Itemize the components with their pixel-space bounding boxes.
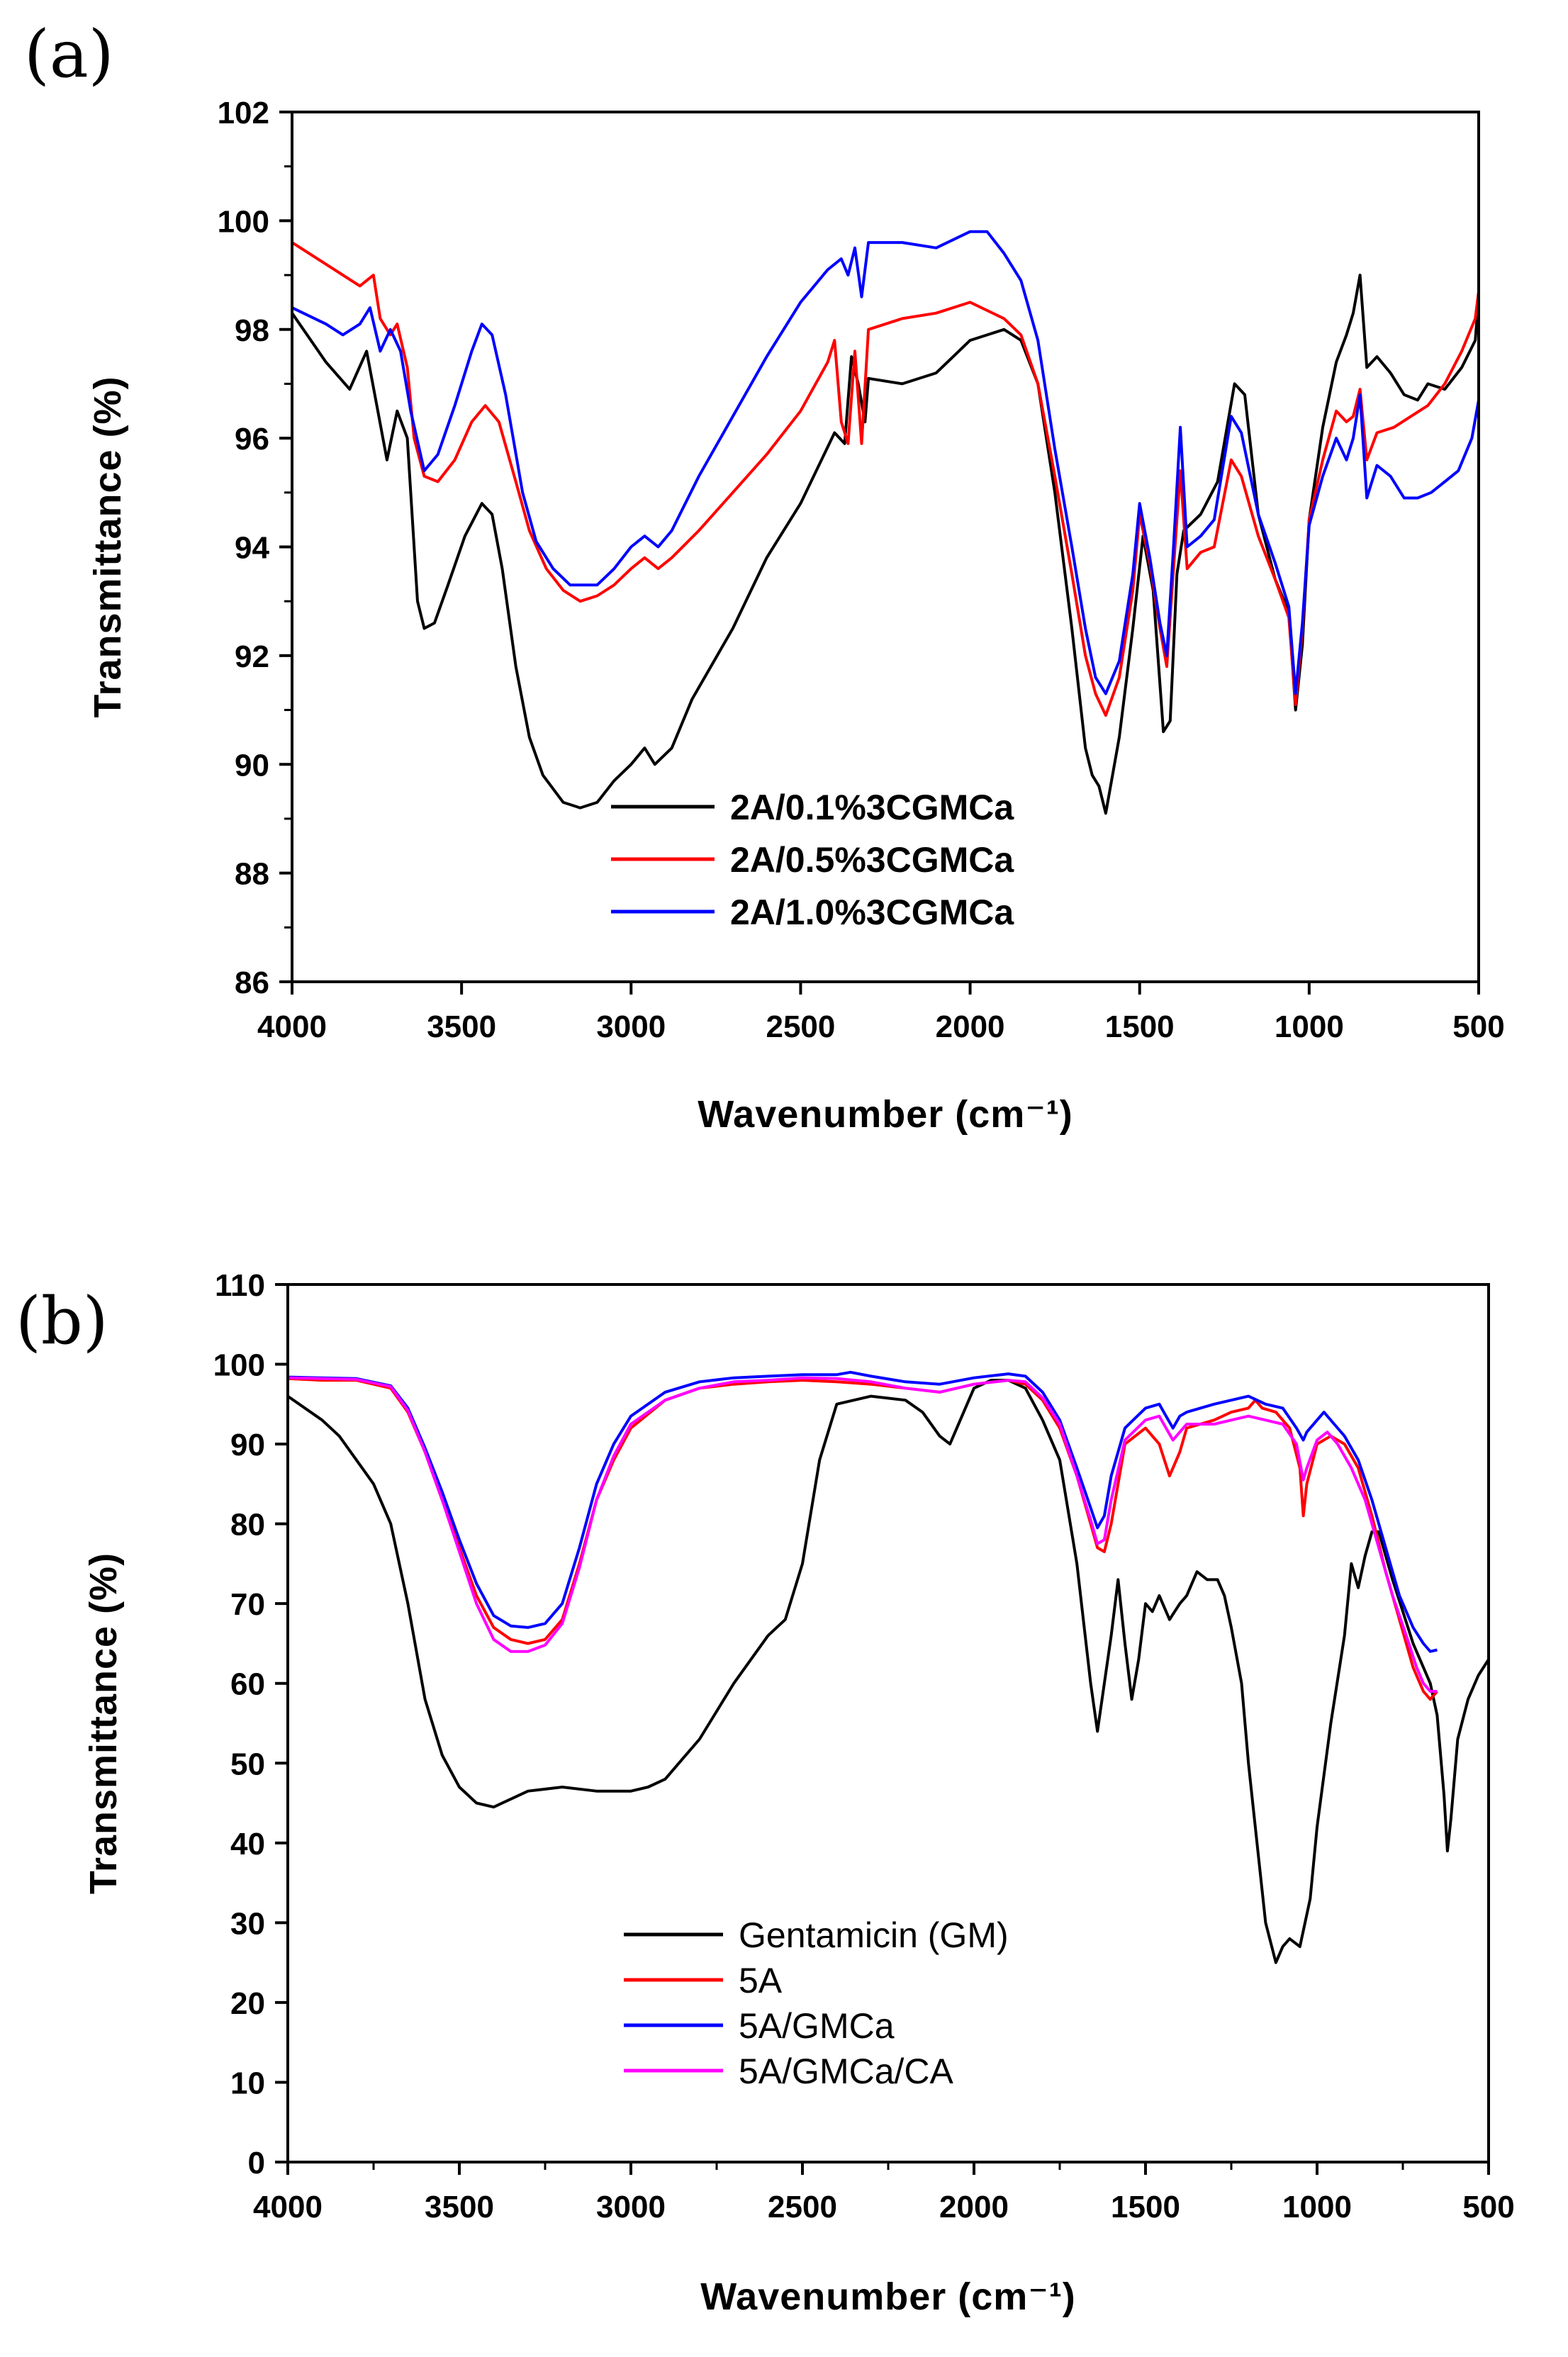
y-tick-label: 92	[235, 639, 269, 674]
x-tick-label: 2000	[939, 2190, 1009, 2224]
x-tick-label: 3500	[425, 2190, 494, 2224]
legend-entry-3: 5A/GMCa	[739, 2006, 895, 2046]
x-axis-title: Wavenumber (cm⁻¹)	[698, 1093, 1073, 1136]
series-line-1	[291, 274, 1480, 815]
x-tick-label: 3000	[596, 2190, 666, 2224]
x-tick-label: 3500	[427, 1009, 496, 1044]
panel-a: (a) 4000 3500 3000 2500 2000 1500 1000 500 86 88 90…	[24, 16, 1505, 1136]
legend-entry-1: 2A/0.1%3CGMCa	[730, 788, 1014, 827]
x-tick-label: 1000	[1282, 2190, 1352, 2224]
y-tick-label: 100	[218, 204, 269, 239]
series-line-3	[287, 1370, 1438, 1653]
y-tick-label: 94	[235, 531, 269, 566]
y-tick-label: 80	[230, 1508, 265, 1543]
legend-entry-1: Gentamicin (GM)	[739, 1915, 1009, 1955]
x-tick-label: 3000	[596, 1009, 666, 1044]
series-line-1	[286, 1379, 1490, 1964]
y-tick-label: 100	[213, 1348, 265, 1383]
panel-b: (b) 4000 3500 3000 2500 2000 1500 1000 500 0 10 20 3…	[16, 1268, 1515, 2318]
y-tick-label: 110	[215, 1268, 265, 1303]
x-tick-label: 500	[1452, 1009, 1504, 1044]
y-tick-label: 102	[218, 96, 269, 130]
series-line-2	[291, 241, 1480, 717]
x-tick-label: 1500	[1105, 1009, 1175, 1044]
legend-entry-3: 2A/1.0%3CGMCa	[730, 892, 1014, 932]
y-tick-label: 40	[230, 1827, 265, 1861]
y-tick-label: 20	[230, 1986, 265, 2021]
y-tick-label: 10	[230, 2066, 265, 2100]
y-tick-label: 88	[235, 857, 269, 892]
y-tick-label: 30	[230, 1906, 265, 1941]
series-line-3	[291, 230, 1480, 695]
x-tick-label: 2000	[936, 1009, 1005, 1044]
y-tick-label: 50	[230, 1747, 265, 1781]
x-tick-label: 2500	[766, 1009, 835, 1044]
series-line-4	[287, 1376, 1438, 1693]
y-axis-title: Transmittance (%)	[82, 1552, 125, 1894]
x-tick-label: 1500	[1111, 2190, 1180, 2224]
y-tick-label: 60	[230, 1667, 265, 1702]
y-tick-label: 70	[230, 1587, 265, 1622]
y-axis-title: Transmittance (%)	[86, 376, 129, 717]
x-tick-label: 1000	[1275, 1009, 1344, 1044]
x-tick-label: 500	[1462, 2190, 1514, 2224]
y-tick-label: 0	[248, 2146, 265, 2180]
y-tick-label: 86	[235, 965, 269, 1000]
y-tick-label: 96	[235, 422, 269, 457]
legend-entry-4: 5A/GMCa/CA	[739, 2051, 954, 2091]
x-tick-label: 4000	[257, 1009, 327, 1044]
panel-label: (a)	[24, 16, 114, 92]
legend-entry-2: 5A	[739, 1961, 783, 2000]
panel-label: (b)	[16, 1283, 108, 1359]
x-tick-label: 2500	[768, 2190, 837, 2224]
x-axis-title: Wavenumber (cm⁻¹)	[700, 2275, 1076, 2318]
y-tick-label: 90	[230, 1428, 265, 1462]
legend-entry-2: 2A/0.5%3CGMCa	[730, 840, 1014, 880]
x-tick-label: 4000	[253, 2190, 323, 2224]
y-tick-label: 90	[235, 748, 269, 783]
y-tick-label: 98	[235, 313, 269, 348]
